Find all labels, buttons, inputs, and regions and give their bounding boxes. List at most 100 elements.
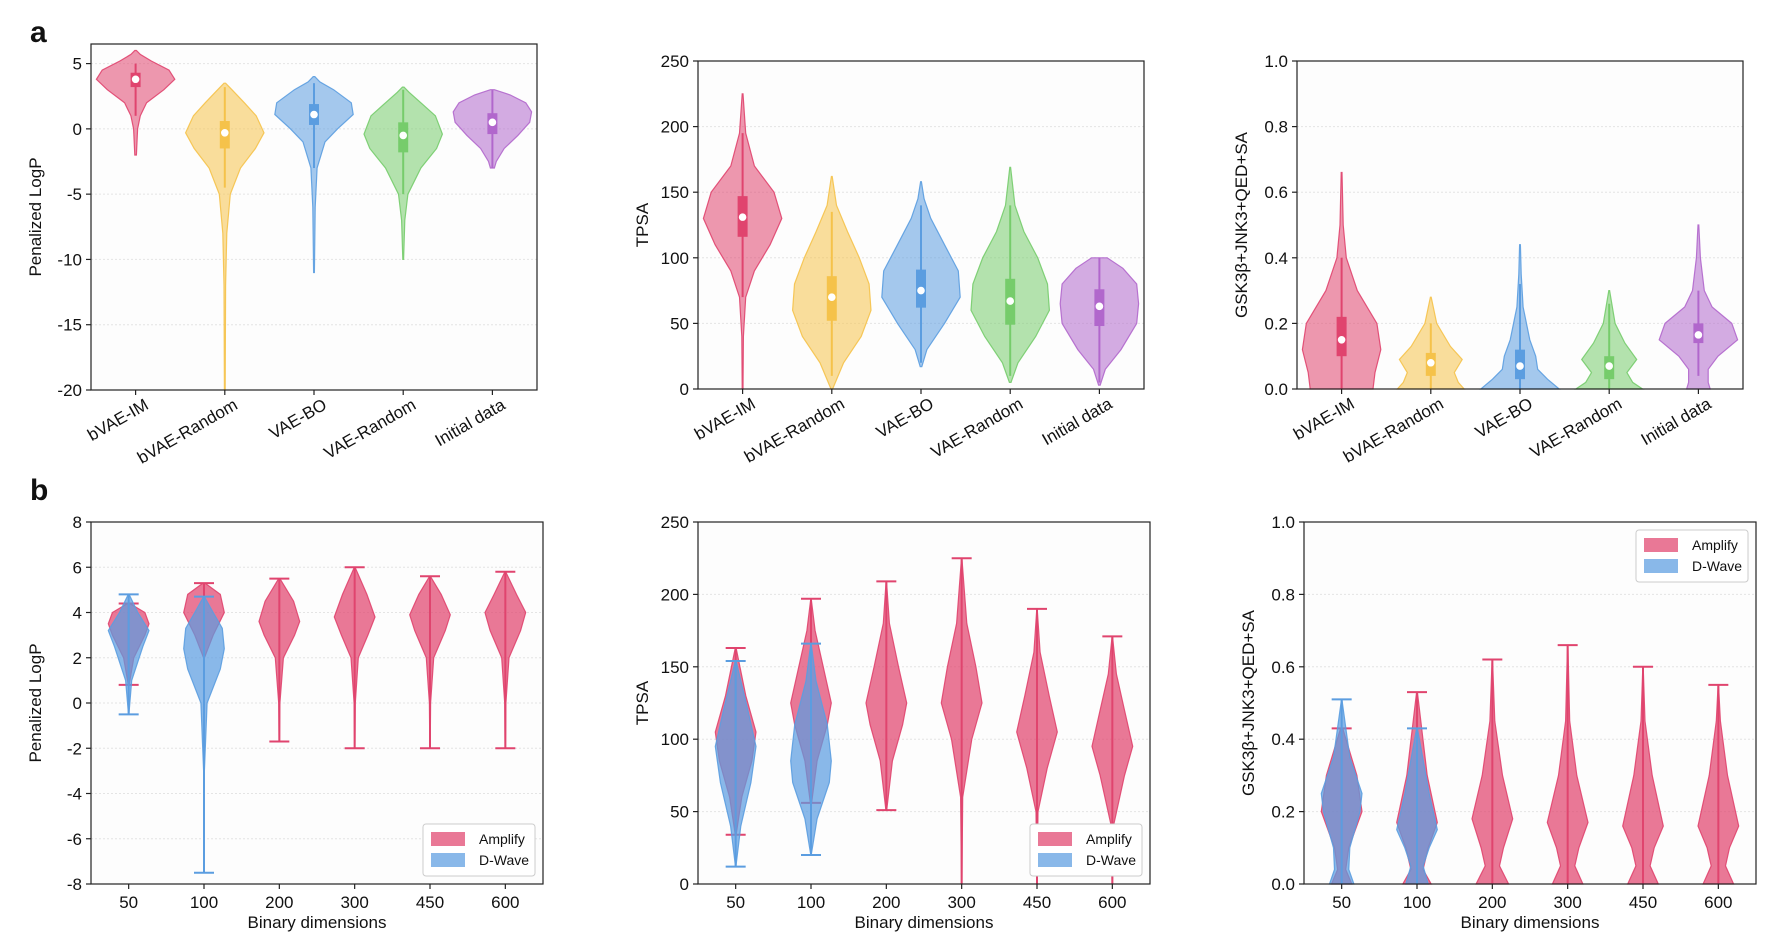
- median-bvae-random: [1426, 358, 1436, 368]
- legend-swatch-amplify: [1038, 832, 1072, 846]
- y-tick-label: 100: [661, 249, 689, 268]
- x-tick-label-50: 50: [119, 893, 138, 912]
- y-tick-label: 0.8: [1264, 118, 1288, 137]
- x-tick-label-600: 600: [491, 893, 519, 912]
- median-bvae-im: [131, 74, 141, 84]
- x-tick-label-bvae-random: bVAE-Random: [134, 395, 241, 468]
- y-tick-label: 0.2: [1271, 803, 1295, 822]
- y-tick-label: 0.4: [1264, 249, 1288, 268]
- y-tick-label: -2: [67, 739, 82, 758]
- y-tick-label: 0.6: [1264, 183, 1288, 202]
- y-tick-label: 0.6: [1271, 658, 1295, 677]
- x-tick-label-600: 600: [1098, 893, 1126, 912]
- median-vae-random: [1604, 361, 1614, 371]
- x-tick-label-vae-bo: VAE-BO: [873, 394, 937, 442]
- legend-swatch-d-wave: [1644, 559, 1678, 573]
- y-tick-label: 0: [73, 694, 82, 713]
- x-tick-label-bvae-im: bVAE-IM: [84, 395, 151, 445]
- y-tick-label: 200: [661, 118, 689, 137]
- median-bvae-random: [827, 292, 837, 302]
- y-tick-label: 2: [73, 649, 82, 668]
- y-tick-label: 50: [670, 314, 689, 333]
- median-bvae-im: [1337, 335, 1347, 345]
- median-bvae-im: [737, 212, 748, 222]
- legend: Amplify D-Wave: [1635, 529, 1749, 583]
- y-tick-label: -4: [67, 785, 82, 804]
- x-tick-label-vae-random: VAE-Random: [928, 394, 1026, 462]
- y-tick-label: 0.0: [1271, 875, 1295, 894]
- y-axis-label: Penalized LogP: [26, 643, 45, 762]
- y-axis-label: GSK3β+JNK3+QED+SA: [1232, 131, 1251, 318]
- legend: Amplify D-Wave: [1029, 823, 1143, 877]
- legend-label-amplify: Amplify: [479, 831, 525, 847]
- violin-bvae-random: [184, 82, 265, 391]
- x-tick-label-450: 450: [1629, 893, 1657, 912]
- x-tick-label-300: 300: [947, 893, 975, 912]
- median-initial-data: [1693, 330, 1704, 340]
- x-tick-label-vae-bo: VAE-BO: [1472, 394, 1536, 442]
- x-tick-label-bvae-random: bVAE-Random: [1340, 394, 1447, 467]
- x-tick-label-vae-random: VAE-Random: [1527, 394, 1625, 462]
- violin-vae-bo: [274, 76, 354, 274]
- y-tick-label: -8: [67, 875, 82, 894]
- x-tick-label-initial-data: Initial data: [432, 395, 509, 450]
- y-tick-label: 150: [661, 183, 689, 202]
- x-tick-label-50: 50: [726, 893, 745, 912]
- x-axis-label: Binary dimensions: [855, 913, 994, 932]
- panel-label-b: b: [30, 474, 48, 507]
- x-tick-label-initial-data: Initial data: [1638, 394, 1715, 449]
- legend-label-amplify: Amplify: [1692, 537, 1738, 553]
- x-tick-label-initial-data: Initial data: [1039, 394, 1116, 449]
- legend-label-d-wave: D-Wave: [1086, 852, 1136, 868]
- y-tick-label: 0.0: [1264, 380, 1288, 399]
- x-axis-label: Binary dimensions: [1461, 913, 1600, 932]
- y-tick-label: 150: [661, 658, 689, 677]
- y-tick-label: -6: [67, 830, 82, 849]
- legend-label-d-wave: D-Wave: [479, 852, 529, 868]
- y-tick-label: 50: [670, 803, 689, 822]
- legend-swatch-d-wave: [1038, 853, 1072, 867]
- median-vae-random: [1005, 296, 1015, 306]
- median-vae-bo: [309, 109, 319, 120]
- y-axis-label: TPSA: [633, 680, 652, 725]
- median-vae-bo: [916, 285, 926, 296]
- x-tick-label-bvae-im: bVAE-IM: [1290, 394, 1357, 444]
- legend: Amplify D-Wave: [422, 823, 536, 877]
- y-tick-label: 8: [73, 513, 82, 532]
- y-tick-label: 100: [661, 730, 689, 749]
- plot-frame: [1303, 521, 1757, 885]
- x-tick-label-300: 300: [340, 893, 368, 912]
- median-vae-bo: [1515, 361, 1525, 371]
- median-bvae-random: [220, 128, 230, 138]
- x-tick-label-200: 200: [872, 893, 900, 912]
- y-axis-label: TPSA: [633, 202, 652, 247]
- y-tick-label: -5: [67, 185, 82, 204]
- x-tick-label-100: 100: [797, 893, 825, 912]
- x-tick-label-600: 600: [1704, 893, 1732, 912]
- chart-b2: 0 50 100 150 200 250 50 100 200 300 450 600 TPSA Bina…: [633, 513, 1151, 932]
- y-tick-label: 1.0: [1264, 52, 1288, 71]
- y-tick-label: 6: [73, 558, 82, 577]
- y-tick-label: 0: [680, 380, 689, 399]
- y-tick-label: 0: [73, 120, 82, 139]
- y-tick-label: 1.0: [1271, 513, 1295, 532]
- y-tick-label: -10: [57, 250, 82, 269]
- x-tick-label-vae-bo: VAE-BO: [266, 395, 330, 443]
- legend-label-amplify: Amplify: [1086, 831, 1132, 847]
- y-tick-label: 0.4: [1271, 730, 1295, 749]
- legend-label-d-wave: D-Wave: [1692, 558, 1742, 574]
- y-tick-label: 0.8: [1271, 585, 1295, 604]
- median-initial-data: [1094, 301, 1105, 311]
- y-tick-label: 250: [661, 513, 689, 532]
- y-tick-label: -15: [57, 316, 82, 335]
- y-tick-label: 5: [73, 55, 82, 74]
- x-tick-label-vae-random: VAE-Random: [321, 395, 419, 463]
- y-tick-label: 0: [680, 875, 689, 894]
- y-axis-label: GSK3β+JNK3+QED+SA: [1239, 609, 1258, 796]
- legend-swatch-amplify: [431, 832, 465, 846]
